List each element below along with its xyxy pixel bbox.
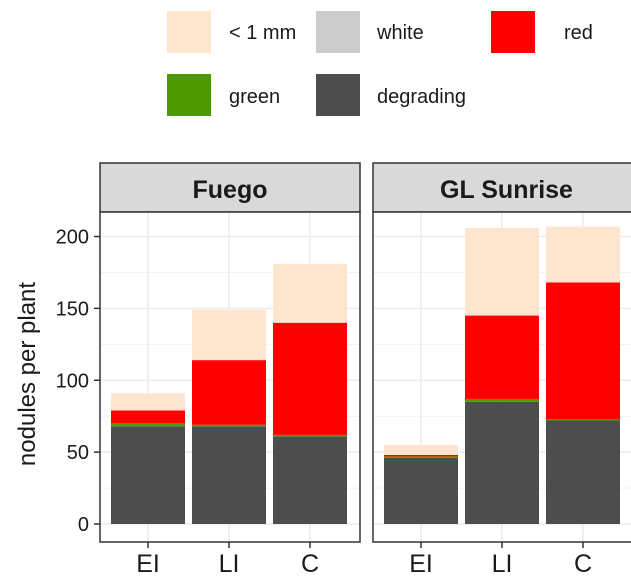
facet-panels: Fuego EI LI C GL Sunrise EI LI C [99, 162, 631, 577]
bar-segment-red-ei [111, 410, 185, 424]
legend-label-1-mm: < 1 mm [229, 22, 296, 44]
legend-key-1-mm [167, 11, 211, 53]
y-tick-label: 0 [78, 514, 89, 536]
y-axis: 0 50 100 150 200 [56, 227, 100, 536]
y-tick-label: 200 [56, 227, 89, 249]
y-tick-label: 150 [56, 298, 89, 320]
x-tick-label-ei: EI [136, 550, 160, 577]
bar-segment-red-li [465, 315, 539, 399]
bar-segment-1-mm-c [273, 263, 347, 323]
bar-segment-green-ei [384, 456, 458, 458]
bar-segment-degrading-ei [384, 457, 458, 524]
bar-segment-red-li [192, 360, 266, 425]
legend-label-degrading: degrading [377, 86, 466, 108]
bar-segment-1-mm-ei [111, 393, 185, 411]
legend: < 1 mm white red green degrading [167, 11, 593, 116]
x-tick-label-ei: EI [409, 550, 433, 577]
facet-strip-label: GL Sunrise [440, 176, 573, 204]
legend-key-degrading [316, 74, 360, 116]
facet-strip [372, 162, 631, 213]
legend-key-red [491, 11, 535, 53]
legend-label-white: white [376, 22, 424, 44]
bar-segment-red-c [546, 282, 620, 420]
panel-fuego: Fuego EI LI C [99, 162, 361, 577]
bar-segment-degrading-li [192, 426, 266, 524]
panel-gl-sunrise: GL Sunrise EI LI C [372, 162, 631, 577]
bar-segment-degrading-ei [111, 426, 185, 524]
legend-label-green: green [229, 86, 280, 108]
legend-label-red: red [564, 22, 593, 44]
bar-segment-green-ei [111, 423, 185, 427]
y-tick-label: 50 [67, 442, 89, 464]
x-tick-label-li: LI [219, 550, 240, 577]
x-tick-label-li: LI [492, 550, 513, 577]
bar-segment-red-c [273, 322, 347, 435]
y-axis-title: nodules per plant [14, 282, 41, 466]
x-tick-label-c: C [301, 550, 319, 577]
bar-segment-green-li [465, 398, 539, 402]
y-tick-label: 100 [56, 370, 89, 392]
bar-segment-degrading-c [546, 420, 620, 524]
x-tick-label-c: C [574, 550, 592, 577]
bar-segment-degrading-c [273, 436, 347, 524]
bar-segment-green-li [192, 424, 266, 427]
facet-strip [99, 162, 361, 213]
bar-segment-degrading-li [465, 401, 539, 524]
bar-segment-1-mm-li [465, 227, 539, 316]
legend-key-white [316, 11, 360, 53]
facet-strip-label: Fuego [193, 176, 268, 204]
bar-segment-1-mm-li [192, 309, 266, 361]
bar-segment-red-ei [384, 455, 458, 457]
bar-segment-green-c [273, 434, 347, 437]
bar-segment-1-mm-ei [384, 444, 458, 455]
bar-segment-green-c [546, 419, 620, 421]
bar-segment-1-mm-c [546, 226, 620, 283]
legend-key-green [167, 74, 211, 116]
